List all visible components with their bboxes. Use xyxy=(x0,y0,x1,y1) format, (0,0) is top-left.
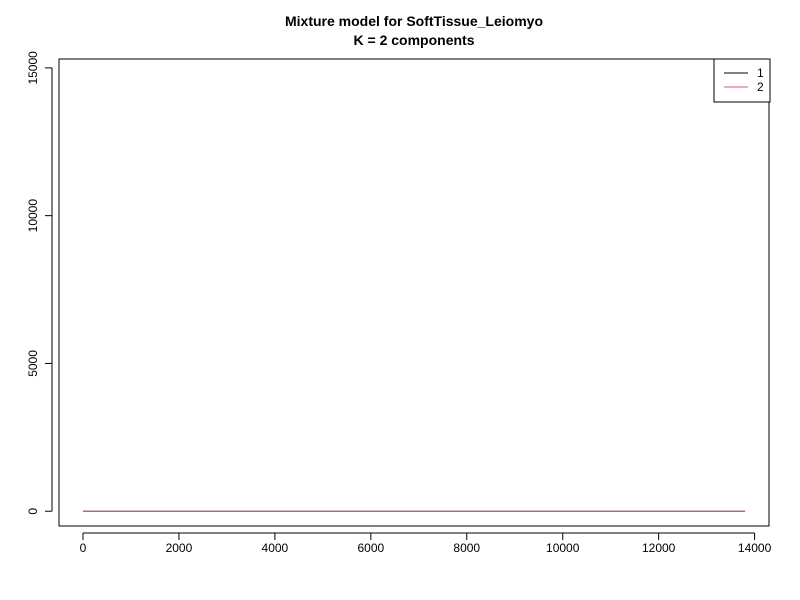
x-tick-label: 10000 xyxy=(546,541,580,555)
y-tick-label: 5000 xyxy=(26,350,40,377)
x-tick-label: 8000 xyxy=(453,541,480,555)
x-tick-label: 0 xyxy=(80,541,87,555)
legend-label-2: 2 xyxy=(757,80,764,94)
y-axis: 0 5000 10000 15000 xyxy=(26,51,53,515)
legend-label-1: 1 xyxy=(757,66,764,80)
x-tick-label: 2000 xyxy=(166,541,193,555)
y-tick-label: 15000 xyxy=(26,51,40,85)
y-tick-label: 10000 xyxy=(26,199,40,233)
plot-frame xyxy=(58,58,770,527)
x-tick-label: 14000 xyxy=(738,541,772,555)
y-tick-label: 0 xyxy=(26,508,40,515)
legend: 12 xyxy=(713,58,771,103)
chart-subtitle: K = 2 components xyxy=(354,32,475,48)
legend-box xyxy=(713,58,771,103)
x-tick-label: 4000 xyxy=(262,541,289,555)
x-axis: 0 2000 4000 6000 8000 10000 12000 14000 xyxy=(80,532,772,555)
x-tick-label: 12000 xyxy=(642,541,676,555)
x-tick-label: 6000 xyxy=(357,541,384,555)
chart-title: Mixture model for SoftTissue_Leiomyo xyxy=(285,13,543,29)
